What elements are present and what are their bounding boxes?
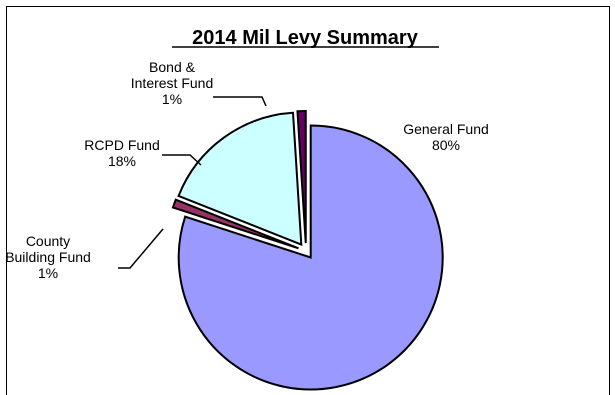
- slice-label-4: Bond & Interest Fund 1%: [131, 59, 214, 107]
- slice-label-3: RCPD Fund 18%: [84, 137, 159, 169]
- chart-title: 2014 Mil Levy Summary: [192, 27, 419, 49]
- pie-slice-2: [171, 198, 299, 250]
- pie-slice-3: [177, 111, 303, 247]
- pie-slice-1: [177, 124, 444, 391]
- slice-label-1: General Fund 80%: [403, 121, 489, 153]
- pie-slice-4: [296, 110, 307, 244]
- leader-line-2: [118, 228, 164, 269]
- leader-line-4: [213, 96, 267, 107]
- slice-label-2: County Building Fund 1%: [5, 233, 91, 281]
- leader-line-3: [162, 154, 202, 166]
